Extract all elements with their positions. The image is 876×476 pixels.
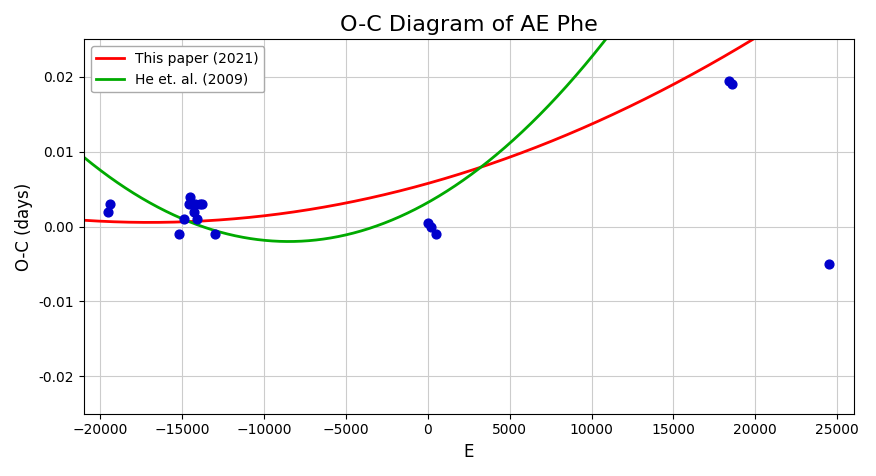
Y-axis label: O-C (days): O-C (days)	[15, 182, 33, 271]
Point	[194, 200, 208, 208]
This paper (2021)	[433, 178, 443, 183]
Point	[177, 215, 191, 223]
He et. al. (2009)	[433, 194, 443, 199]
Point	[429, 230, 443, 238]
He et. al. (2009)	[284, 238, 294, 244]
Title: O-C Diagram of AE Phe: O-C Diagram of AE Phe	[340, 15, 597, 35]
Point	[194, 200, 208, 208]
Point	[102, 208, 116, 215]
Point	[822, 260, 836, 268]
He et. al. (2009)	[79, 154, 89, 160]
Point	[185, 200, 199, 208]
He et. al. (2009)	[118, 184, 129, 189]
This paper (2021)	[453, 171, 463, 177]
This paper (2021)	[144, 219, 154, 225]
Point	[188, 200, 202, 208]
Point	[181, 200, 195, 208]
Point	[725, 80, 739, 88]
Line: He et. al. (2009): He et. al. (2009)	[84, 0, 853, 241]
Point	[722, 77, 736, 84]
He et. al. (2009)	[453, 180, 463, 186]
Point	[190, 215, 204, 223]
Point	[103, 200, 117, 208]
Point	[208, 230, 222, 238]
Point	[183, 193, 197, 200]
This paper (2021)	[79, 218, 89, 223]
Point	[187, 208, 201, 215]
This paper (2021)	[685, 72, 696, 78]
This paper (2021)	[118, 219, 129, 225]
Point	[424, 223, 438, 230]
Line: This paper (2021): This paper (2021)	[84, 0, 853, 222]
Point	[172, 230, 186, 238]
X-axis label: E: E	[463, 443, 474, 461]
Legend: This paper (2021), He et. al. (2009): This paper (2021), He et. al. (2009)	[91, 46, 265, 92]
Point	[420, 219, 434, 227]
